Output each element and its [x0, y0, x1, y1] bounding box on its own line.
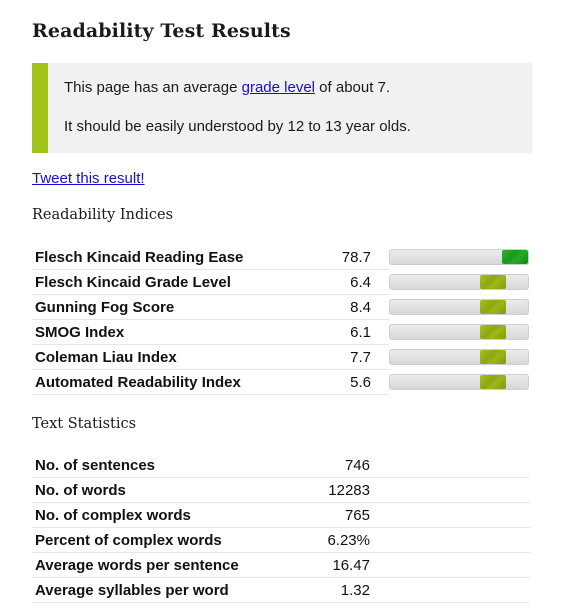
readability-indices-heading: Readability Indices [32, 207, 174, 223]
index-bar-cell [389, 270, 530, 295]
table-row: Average words per sentence 16.47 [32, 552, 530, 578]
score-bar-marker [480, 325, 506, 339]
statistic-name: No. of complex words [32, 502, 305, 528]
grade-level-link[interactable]: grade level [241, 79, 316, 96]
score-bar-marker [480, 350, 506, 364]
table-row: Percent of complex words 6.23% [32, 527, 530, 553]
tweet-result-link[interactable]: Tweet this result! [32, 170, 145, 187]
summary-grade-prefix: This page has an average [64, 79, 242, 96]
score-bar [389, 324, 529, 340]
table-row: Average syllables per word 1.32 [32, 577, 530, 603]
score-bar-marker [480, 275, 506, 289]
summary-grade-line: This page has an average grade level of … [64, 79, 390, 96]
statistic-value: 746 [304, 453, 530, 478]
score-bar-marker [480, 375, 506, 389]
statistic-name: Average words per sentence [32, 552, 305, 578]
index-score: 8.4 [305, 294, 389, 320]
text-statistics-heading: Text Statistics [32, 416, 137, 432]
table-row: Flesch Kincaid Reading Ease 78.7 [32, 245, 530, 270]
readability-indices-table: Flesch Kincaid Reading Ease 78.7 Flesch … [32, 245, 530, 395]
table-row: Coleman Liau Index 7.7 [32, 344, 530, 370]
page-title: Readability Test Results [32, 20, 291, 42]
index-name: Coleman Liau Index [32, 344, 305, 370]
statistic-value: 12283 [304, 477, 530, 503]
score-bar-marker [480, 300, 506, 314]
score-bar [389, 299, 529, 315]
statistic-name: Percent of complex words [32, 527, 305, 553]
index-bar-cell [389, 320, 530, 345]
index-score: 6.1 [305, 319, 389, 345]
index-name: SMOG Index [32, 319, 305, 345]
statistic-value: 6.23% [304, 527, 530, 553]
index-bar-cell [389, 370, 530, 395]
table-row: No. of complex words 765 [32, 502, 530, 528]
index-score: 5.6 [305, 369, 389, 395]
statistic-value: 1.32 [304, 577, 530, 603]
score-bar [389, 249, 529, 266]
statistic-name: Average syllables per word [32, 577, 305, 603]
summary-age-line: It should be easily understood by 12 to … [64, 118, 411, 135]
index-name: Automated Readability Index [32, 369, 305, 395]
table-row: Gunning Fog Score 8.4 [32, 294, 530, 320]
index-bar-cell [389, 345, 530, 370]
table-row: Automated Readability Index 5.6 [32, 369, 530, 395]
score-bar [389, 274, 529, 290]
text-statistics-table: No. of sentences 746 No. of words 12283 … [32, 453, 530, 603]
index-name: Gunning Fog Score [32, 294, 305, 320]
score-bar [389, 349, 529, 365]
statistic-name: No. of words [32, 477, 305, 503]
index-name: Flesch Kincaid Grade Level [32, 269, 305, 295]
summary-grade-suffix: of about 7. [315, 79, 391, 96]
table-row: Flesch Kincaid Grade Level 6.4 [32, 269, 530, 295]
statistic-value: 16.47 [304, 552, 530, 578]
table-row: No. of sentences 746 [32, 453, 530, 478]
index-score: 6.4 [305, 269, 389, 295]
statistic-value: 765 [304, 502, 530, 528]
table-row: No. of words 12283 [32, 477, 530, 503]
index-score: 7.7 [305, 344, 389, 370]
statistic-name: No. of sentences [32, 453, 305, 478]
table-row: SMOG Index 6.1 [32, 319, 530, 345]
score-bar [389, 374, 529, 390]
index-name: Flesch Kincaid Reading Ease [32, 245, 305, 270]
score-bar-marker [502, 250, 528, 265]
summary-box: This page has an average grade level of … [32, 63, 532, 153]
index-bar-cell [389, 295, 530, 320]
index-bar-cell [389, 245, 530, 270]
index-score: 78.7 [305, 245, 389, 270]
